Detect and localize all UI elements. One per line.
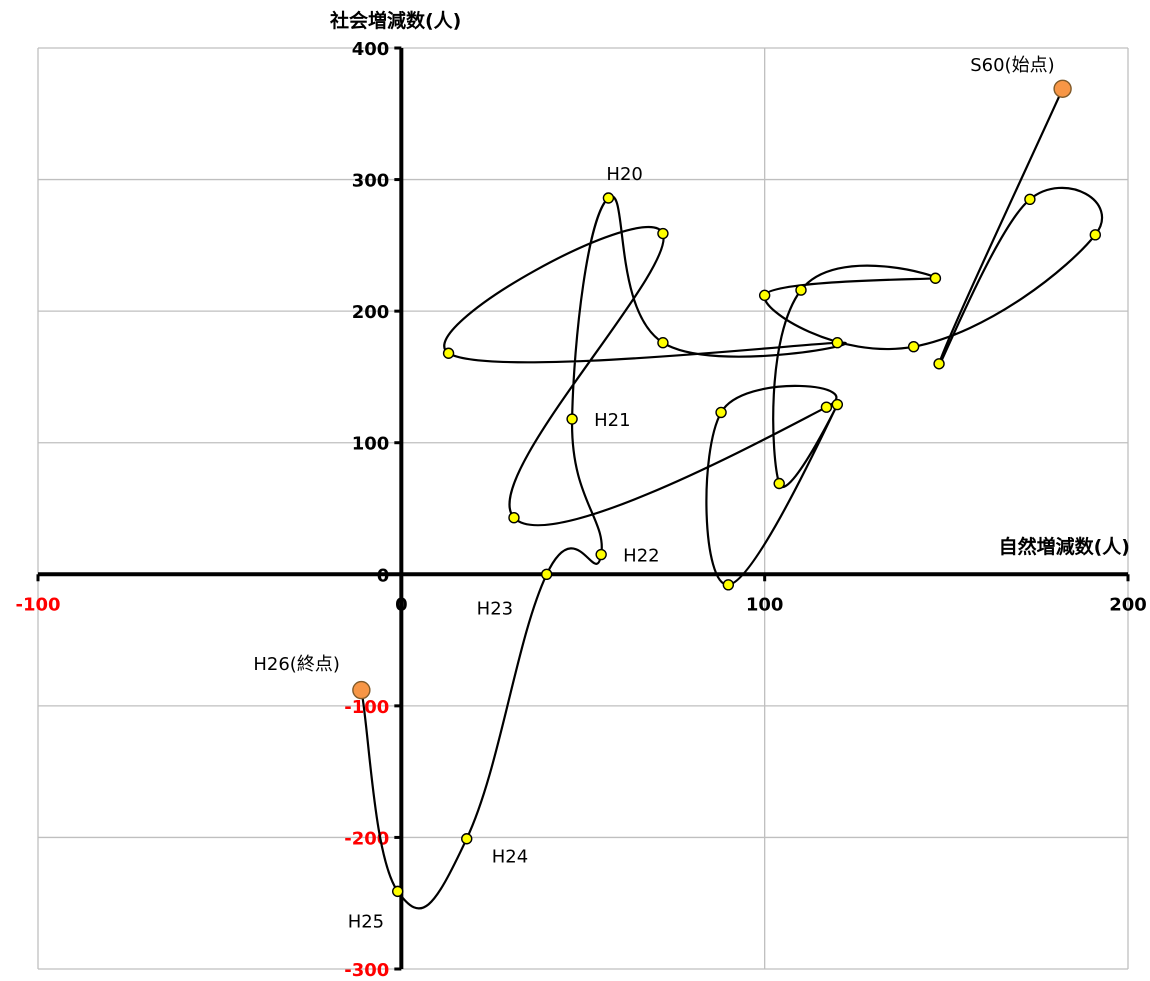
data-point [566, 413, 578, 425]
y-tick-label: 400 [352, 39, 390, 60]
data-points [352, 79, 1102, 898]
y-axis-label: 社会増減数(人) [329, 9, 461, 32]
data-point [933, 358, 945, 370]
x-tick-label: -100 [15, 594, 60, 615]
data-point [929, 272, 942, 284]
data-point [657, 337, 669, 349]
x-tick-label: 100 [746, 594, 784, 615]
point-annotations: S60(始点) H20 H21 H22 H23 H24 H25 H26(終点) [253, 55, 1054, 933]
data-point [907, 340, 920, 353]
point-label: H23 [477, 598, 513, 619]
y-tick-label: 0 [377, 565, 390, 586]
grid [37, 47, 1129, 970]
trajectory-line [360, 88, 1104, 910]
data-point [461, 833, 473, 845]
x-tick-label: 0 [395, 594, 408, 615]
data-point [508, 512, 520, 524]
data-point [657, 227, 669, 240]
axes [36, 46, 1130, 971]
point-label: H26(終点) [253, 654, 339, 675]
data-point [722, 579, 735, 591]
data-point [1089, 229, 1102, 241]
y-tick-label: -200 [344, 828, 389, 849]
endpoint-marker [1053, 79, 1072, 98]
data-point [831, 337, 844, 349]
endpoint-marker [352, 680, 371, 700]
y-tick-label: 300 [352, 171, 390, 192]
point-label: H24 [492, 847, 528, 868]
data-point [602, 192, 615, 204]
data-point [773, 477, 785, 490]
y-tick-label: 100 [352, 434, 390, 455]
x-axis-label: 自然増減数(人) [999, 535, 1130, 558]
point-label: S60(始点) [970, 55, 1054, 76]
point-label: H22 [623, 546, 659, 567]
data-point [758, 289, 771, 302]
data-point [595, 548, 607, 561]
data-point [1024, 193, 1036, 206]
tick-labels: -100 0 100 200 -300 -200 -100 0 100 200 300 400 [15, 39, 1146, 981]
y-tick-label: -100 [344, 697, 389, 718]
data-point [820, 401, 833, 413]
data-point [442, 347, 455, 359]
point-label: H20 [606, 164, 642, 185]
point-label: H25 [348, 911, 384, 932]
y-tick-label: -300 [344, 960, 389, 981]
data-point [715, 406, 727, 419]
x-tick-label: 200 [1109, 594, 1147, 615]
data-point [392, 885, 404, 898]
data-point [540, 568, 553, 580]
y-tick-label: 200 [352, 302, 390, 323]
data-point [831, 398, 844, 411]
point-label: H21 [594, 410, 630, 431]
data-point [795, 284, 807, 296]
